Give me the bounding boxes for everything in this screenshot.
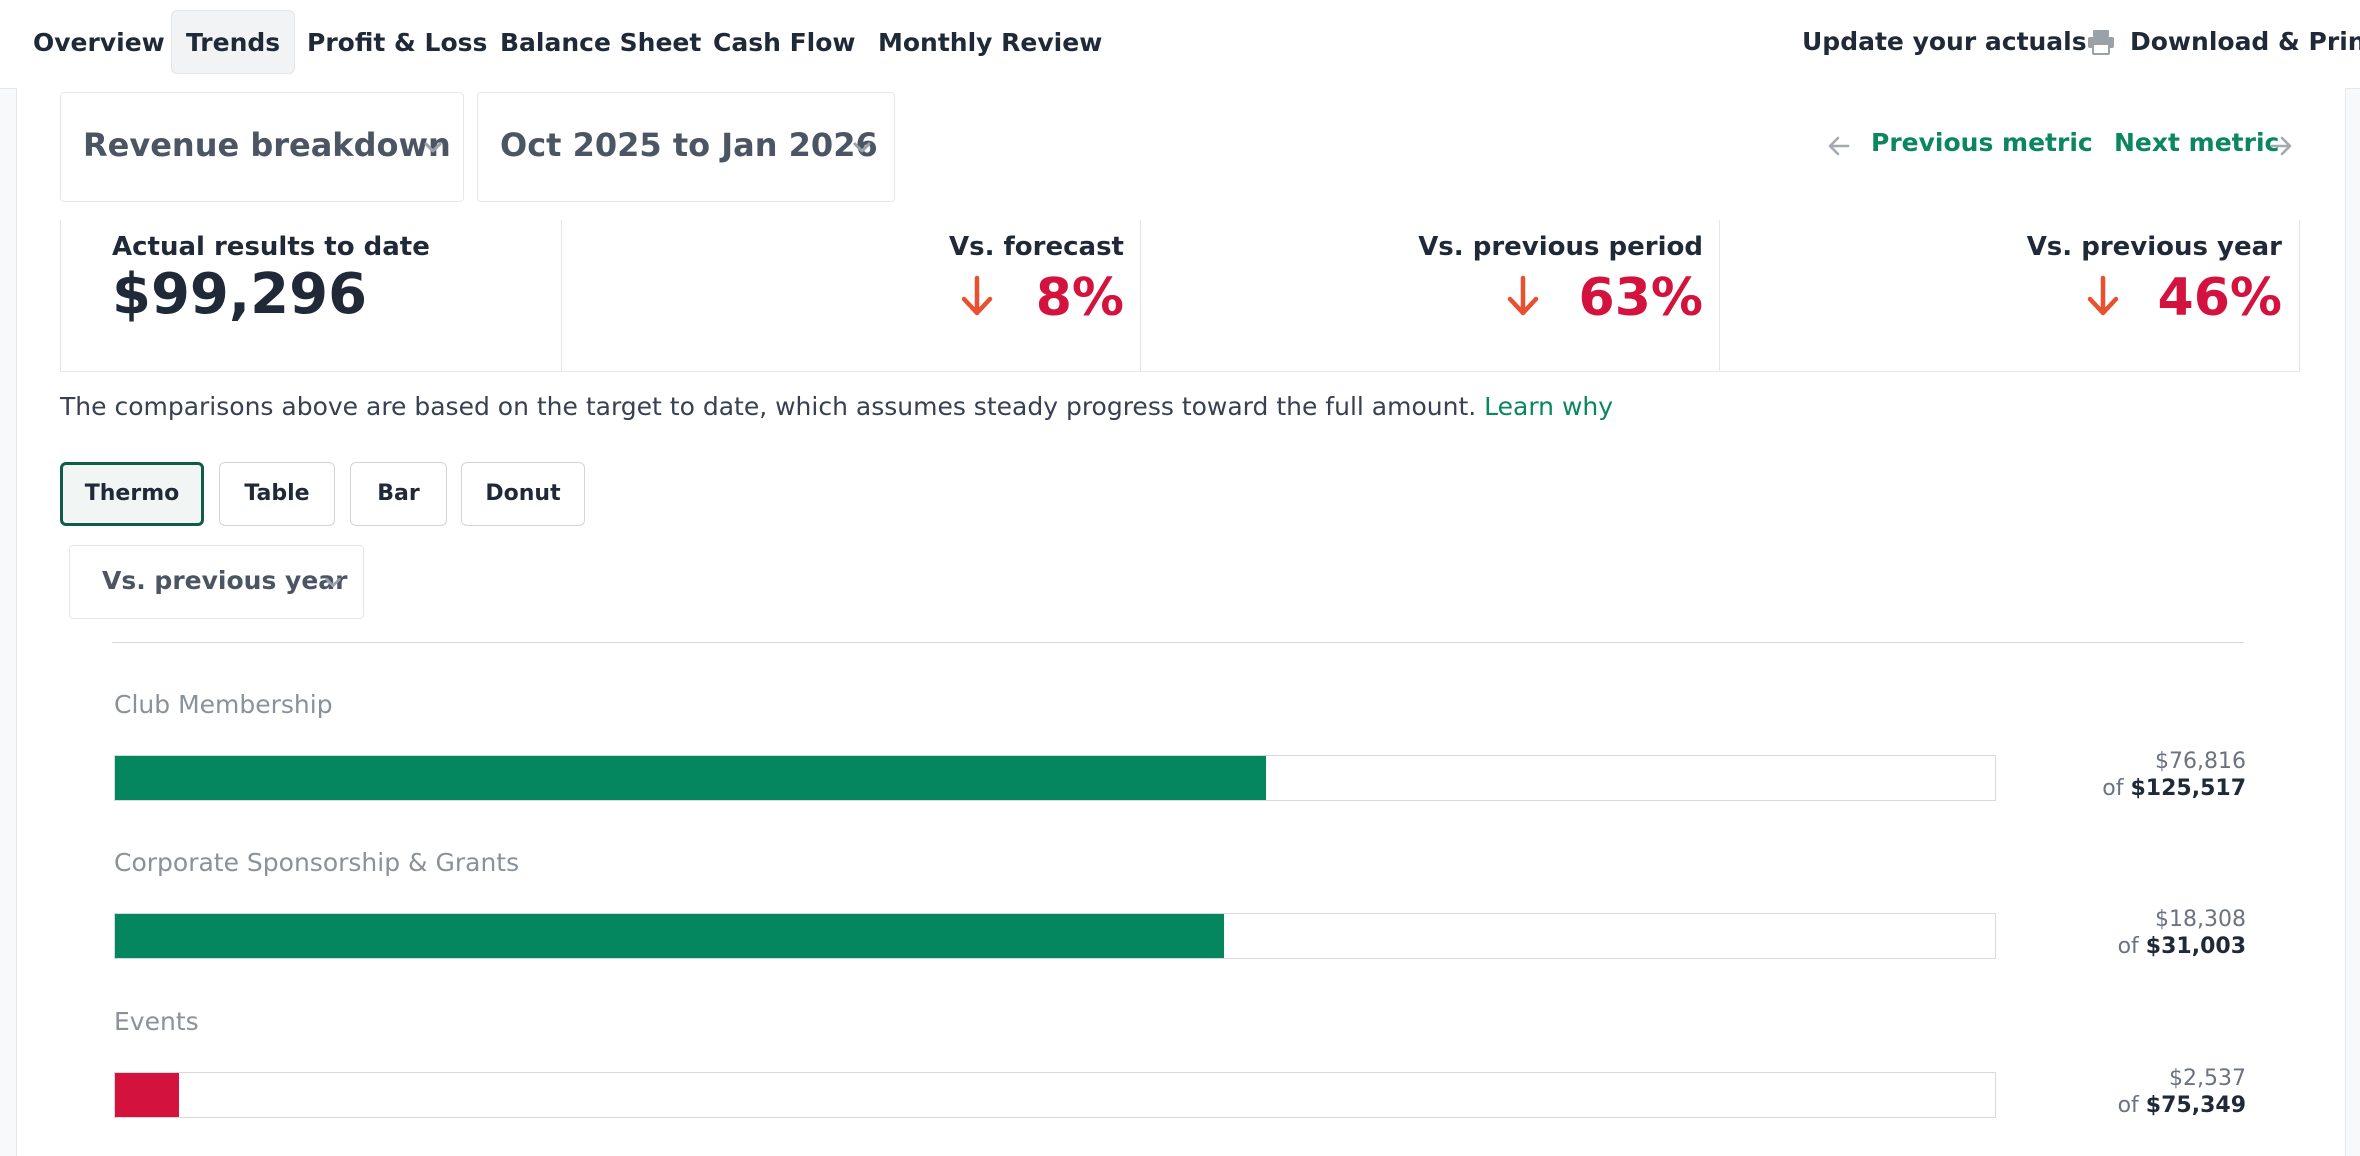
metric-dropdown[interactable]: Revenue breakdown — [60, 92, 464, 202]
divider — [112, 642, 2244, 643]
vs-forecast-label: Vs. forecast — [948, 232, 1124, 262]
tab-profit-loss[interactable]: Profit & Loss — [307, 28, 488, 57]
vs-previous-period-value: 63% — [1578, 268, 1703, 328]
vs-previous-period-label: Vs. previous period — [1418, 232, 1703, 262]
of-label: of — [2117, 1093, 2139, 1118]
tab-overview[interactable]: Overview — [33, 28, 165, 57]
top-nav: Overview Trends Profit & Loss Balance Sh… — [0, 0, 2360, 89]
view-thermo-button[interactable]: Thermo — [60, 462, 204, 526]
download-print-button[interactable]: Download & Print — [2130, 27, 2360, 56]
view-donut-button[interactable]: Donut — [461, 462, 585, 526]
progress-track — [114, 913, 1996, 959]
target-amount: $75,349 — [2145, 1093, 2246, 1118]
arrow-right-icon[interactable] — [2268, 133, 2294, 159]
actual-results-label: Actual results to date — [112, 232, 430, 262]
stats-row: Actual results to date $99,296 Vs. forec… — [60, 220, 2300, 372]
printer-icon[interactable] — [2086, 27, 2116, 57]
category-label: Events — [114, 1007, 199, 1036]
progress-fill — [115, 756, 1266, 800]
tab-balance-sheet[interactable]: Balance Sheet — [500, 28, 702, 57]
update-actuals-link[interactable]: Update your actuals — [1802, 27, 2087, 56]
progress-fill — [115, 914, 1225, 958]
arrow-down-icon — [961, 275, 993, 316]
actual-amount: $76,816 — [2155, 749, 2246, 774]
category-label: Club Membership — [114, 690, 333, 719]
period-dropdown[interactable]: Oct 2025 to Jan 2026 — [477, 92, 895, 202]
divider — [561, 220, 562, 371]
tab-cash-flow[interactable]: Cash Flow — [713, 28, 856, 57]
comparison-note-text: The comparisons above are based on the t… — [60, 392, 1477, 421]
actual-amount: $18,308 — [2155, 907, 2246, 932]
chevron-down-icon — [424, 142, 442, 153]
actual-amount: $2,537 — [2169, 1066, 2246, 1091]
comparison-note: The comparisons above are based on the t… — [60, 392, 1613, 421]
vs-previous-year-value: 46% — [2157, 268, 2282, 328]
metric-dropdown-label: Revenue breakdown — [83, 126, 451, 164]
comparison-dropdown-label: Vs. previous year — [102, 566, 348, 595]
category-amount: $18,308 of $31,003 — [2118, 906, 2246, 960]
progress-track — [114, 755, 1996, 801]
arrow-left-icon[interactable] — [1826, 133, 1852, 159]
target-amount: $125,517 — [2130, 776, 2246, 801]
previous-metric-link[interactable]: Previous metric — [1871, 128, 2093, 157]
period-dropdown-label: Oct 2025 to Jan 2026 — [500, 126, 878, 164]
chevron-down-icon — [325, 577, 341, 588]
category-amount: $2,537 of $75,349 — [2118, 1065, 2246, 1119]
target-line: of $31,003 — [2118, 933, 2246, 960]
learn-why-link[interactable]: Learn why — [1484, 392, 1614, 421]
category-label: Corporate Sponsorship & Grants — [114, 848, 520, 877]
divider — [1140, 220, 1141, 371]
divider — [1719, 220, 1720, 371]
of-label: of — [2117, 934, 2139, 959]
view-bar-button[interactable]: Bar — [350, 462, 447, 526]
arrow-down-icon — [1507, 275, 1539, 316]
comparison-dropdown[interactable]: Vs. previous year — [69, 545, 364, 619]
progress-fill — [115, 1073, 179, 1117]
view-table-button[interactable]: Table — [219, 462, 335, 526]
chevron-down-icon — [853, 142, 871, 153]
actual-results-value: $99,296 — [112, 262, 368, 327]
target-line: of $125,517 — [2102, 775, 2246, 802]
target-line: of $75,349 — [2118, 1092, 2246, 1119]
category-amount: $76,816 of $125,517 — [2102, 748, 2246, 802]
arrow-down-icon — [2087, 275, 2119, 316]
vs-previous-year-label: Vs. previous year — [2026, 232, 2282, 262]
tab-trends[interactable]: Trends — [171, 10, 296, 74]
progress-track — [114, 1072, 1996, 1118]
of-label: of — [2102, 776, 2124, 801]
vs-forecast-value: 8% — [1035, 268, 1124, 328]
next-metric-link[interactable]: Next metric — [2114, 128, 2280, 157]
tab-monthly-review[interactable]: Monthly Review — [878, 28, 1103, 57]
target-amount: $31,003 — [2145, 934, 2246, 959]
